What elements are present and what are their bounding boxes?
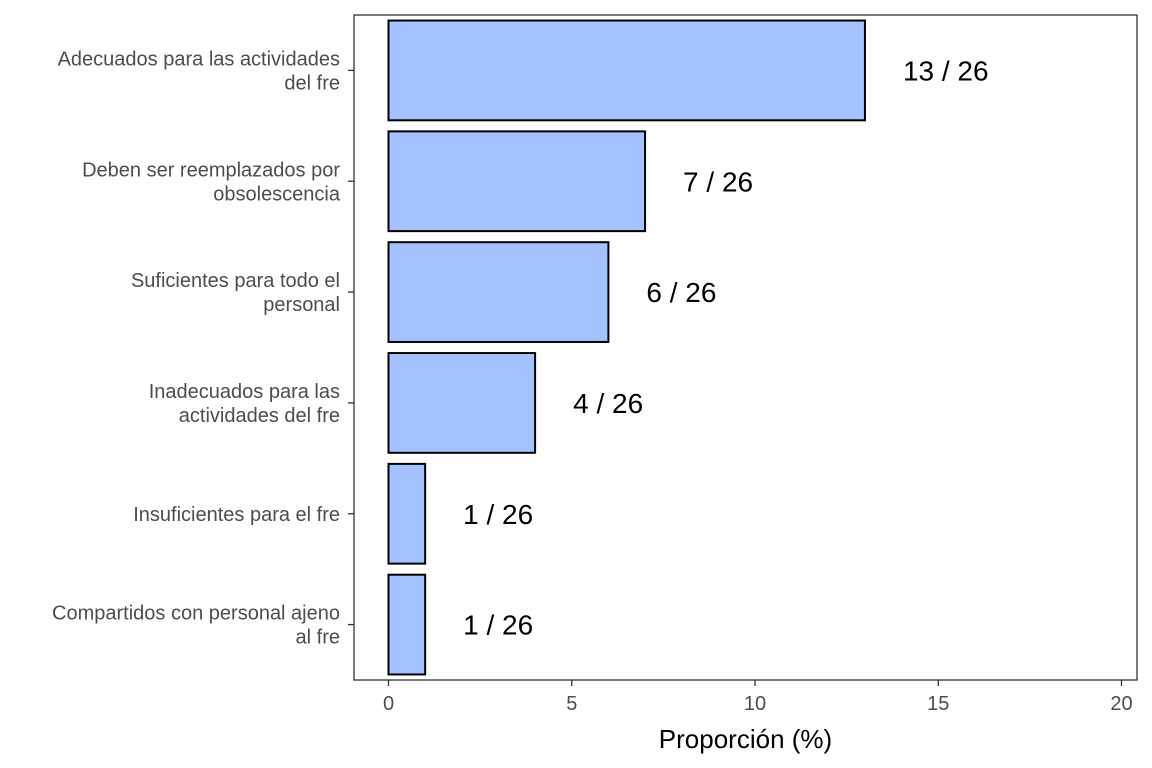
x-axis-title: Proporción (%) [659, 724, 832, 754]
category-label: Insuficientes para el fre [133, 504, 340, 526]
data-label: 4 / 26 [573, 388, 643, 419]
data-label: 1 / 26 [463, 499, 533, 530]
category-label: Adecuados para las actividades del fre [58, 48, 340, 94]
category-label: Inadecuados para las actividades del fre [149, 381, 340, 427]
plot-panel-border [353, 14, 1138, 681]
bar [387, 352, 537, 454]
data-label: 13 / 26 [903, 55, 989, 86]
x-tick-label: 15 [927, 693, 949, 715]
bar [387, 241, 610, 343]
category-label: Compartidos con personal ajeno al fre [52, 603, 340, 649]
bar [387, 130, 647, 233]
x-tick-label: 0 [383, 693, 394, 715]
bar [387, 573, 427, 676]
y-axis: Adecuados para las actividades del fre Deb… [52, 48, 354, 649]
x-tick-label: 5 [566, 693, 577, 715]
category-label: Suficientes para todo el personal [131, 270, 340, 316]
data-label: 6 / 26 [646, 277, 716, 308]
bar [387, 462, 427, 565]
data-labels-group: 13 / 26 7 / 26 6 / 26 4 / 26 1 / 26 1 / 26 [463, 55, 988, 640]
x-tick-label: 20 [1110, 693, 1132, 715]
data-label: 1 / 26 [463, 610, 533, 641]
x-axis: 0 5 10 15 20 [383, 680, 1133, 715]
category-label: Deben ser reemplazados por obsolescencia [82, 159, 341, 205]
x-tick-label: 10 [744, 693, 766, 715]
bars-group [387, 19, 866, 676]
bar [387, 19, 866, 122]
data-label: 7 / 26 [683, 166, 753, 197]
